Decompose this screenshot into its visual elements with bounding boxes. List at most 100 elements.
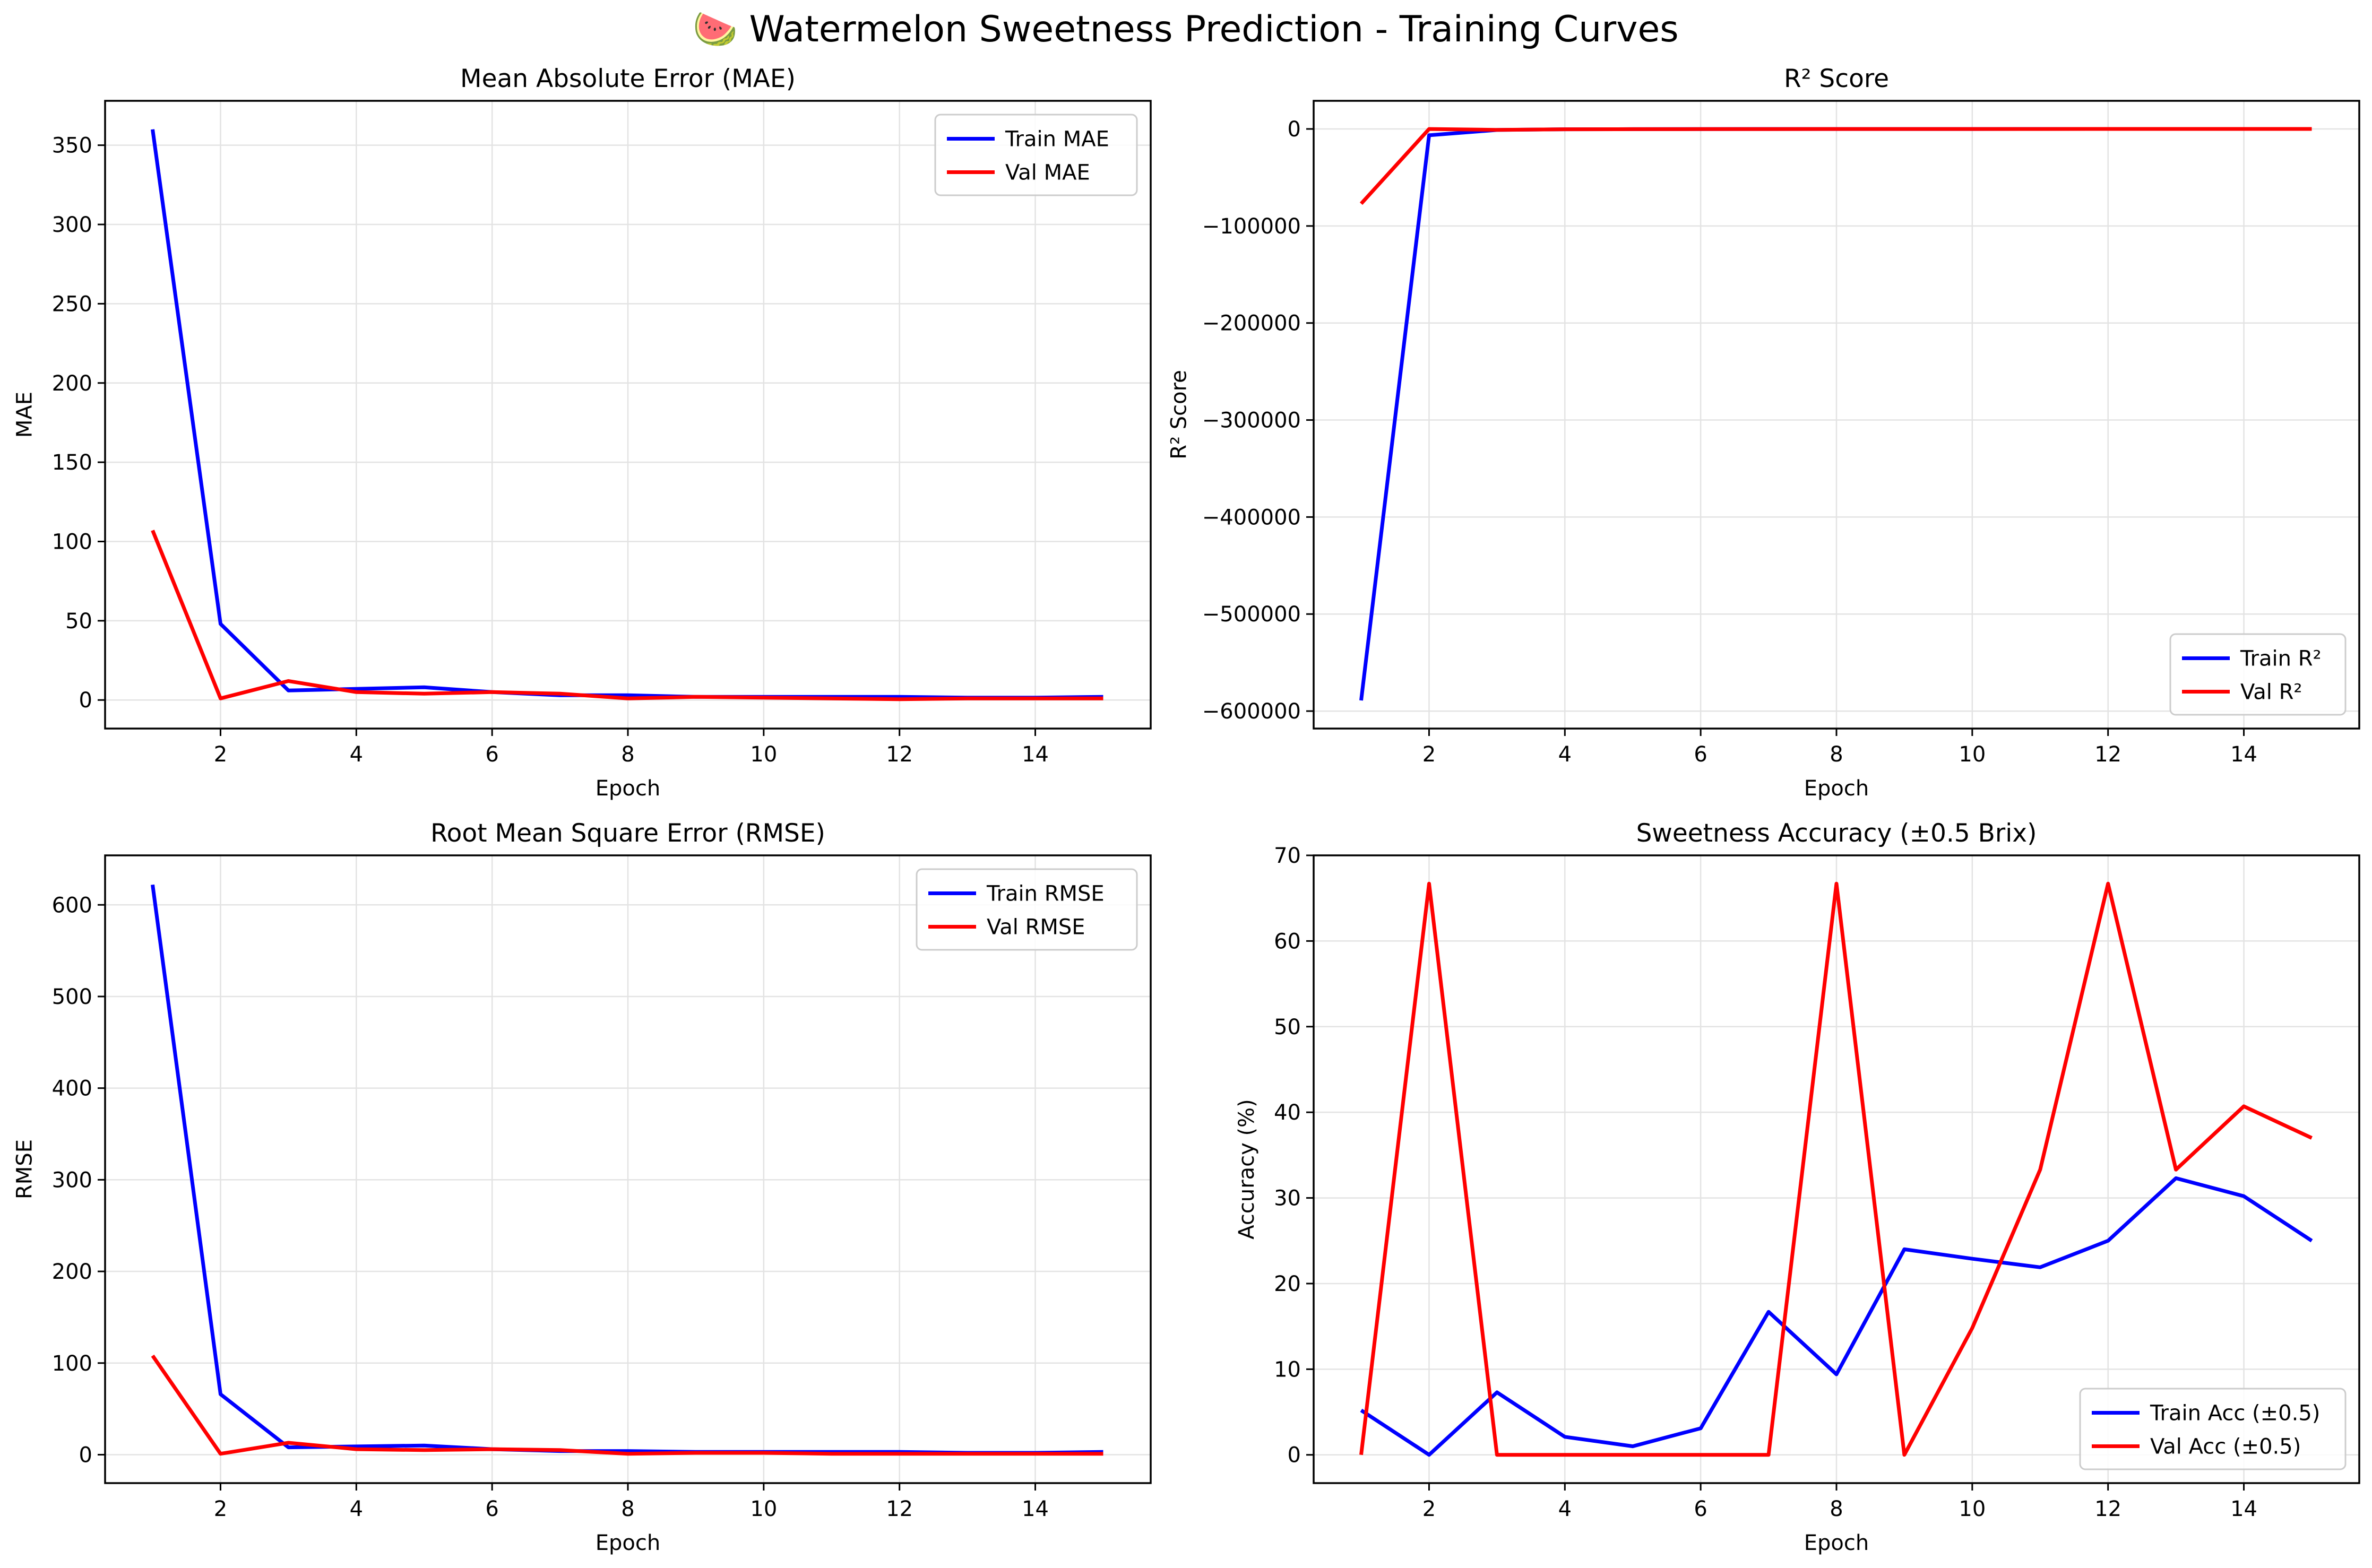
y-tick-label: 0 (1288, 117, 1301, 142)
y-tick-label: −100000 (1202, 214, 1301, 239)
x-tick-label: 10 (750, 1497, 777, 1521)
y-tick-label: 0 (79, 688, 92, 713)
y-tick-label: −300000 (1202, 409, 1301, 433)
y-tick-label: 400 (52, 1077, 92, 1101)
x-tick-label: 6 (1694, 742, 1707, 767)
y-tick-label: 200 (52, 371, 92, 396)
subplot-r-score: 2 4 6 8 10 12 14 −600000 −500000 −400000 −300000 −2… (1167, 64, 2360, 801)
x-tick-label: 12 (886, 1497, 913, 1521)
subplot-root-mean-square-error-rmse: 2 4 6 8 10 12 14 0 100 200 300 400 500 600 Root Mean S… (13, 819, 1152, 1555)
axes-frame (104, 100, 1152, 730)
y-tick-label: 500 (52, 985, 92, 1009)
x-tick-label: 12 (886, 742, 913, 767)
y-tick-label: 100 (52, 530, 92, 554)
y-axis-label: MAE (13, 392, 37, 438)
y-tick-label: 250 (52, 292, 92, 316)
y-tick-label: 30 (1274, 1186, 1301, 1211)
x-tick-label: 14 (1022, 1497, 1049, 1521)
x-tick-label: 4 (350, 742, 363, 767)
y-axis-label: RMSE (13, 1139, 37, 1199)
legend-box (2079, 1388, 2347, 1470)
x-tick-label: 2 (1422, 742, 1436, 767)
y-tick-label: −400000 (1202, 505, 1301, 530)
x-tick-label: 12 (2094, 742, 2121, 767)
x-axis-label: Epoch (596, 776, 660, 801)
legend-label: Train R² (2240, 647, 2322, 671)
y-tick-label: 300 (52, 1168, 92, 1192)
legend-label: Val R² (2240, 680, 2302, 705)
x-tick-label: 6 (485, 742, 498, 767)
subplot-title: R² Score (1784, 64, 1889, 93)
x-tick-label: 14 (1022, 742, 1049, 767)
series-line-val-mae (151, 530, 1103, 701)
legend: Train Acc (±0.5) Val Acc (±0.5) (2079, 1388, 2347, 1470)
legend-box (916, 868, 1138, 951)
axes-frame (104, 854, 1152, 1484)
y-tick-label: 100 (52, 1352, 92, 1376)
x-tick-label: 4 (1558, 1497, 1572, 1521)
series-line-val-rmse (151, 1354, 1103, 1456)
x-tick-label: 2 (1422, 1497, 1436, 1521)
y-tick-label: 70 (1274, 844, 1301, 868)
x-tick-label: 10 (750, 742, 777, 767)
x-tick-label: 14 (2230, 1497, 2257, 1521)
x-tick-label: 8 (621, 742, 634, 767)
legend-box (2169, 633, 2347, 716)
x-tick-label: 10 (1959, 742, 1986, 767)
legend: Train RMSE Val RMSE (916, 868, 1138, 951)
subplot-sweetness-accuracy-0-5-brix: 2 4 6 8 10 12 14 0 10 20 30 40 50 60 70 Sweetness Accur… (1235, 819, 2360, 1555)
x-tick-label: 12 (2094, 1497, 2121, 1521)
y-tick-label: −200000 (1202, 311, 1301, 336)
y-tick-label: 0 (1288, 1443, 1301, 1468)
y-tick-label: 300 (52, 213, 92, 237)
legend-label: Train Acc (±0.5) (2150, 1401, 2320, 1426)
figure-title: 🍉 Watermelon Sweetness Prediction - Trai… (693, 8, 1678, 50)
y-tick-label: 150 (52, 451, 92, 475)
x-tick-label: 4 (1558, 742, 1572, 767)
series-line-val-r (1359, 127, 2312, 205)
legend-label: Val Acc (±0.5) (2150, 1435, 2301, 1459)
subplot-mean-absolute-error-mae: 2 4 6 8 10 12 14 0 50 100 150 200 250 300 350 Mean Abso… (13, 64, 1152, 801)
legend-box (934, 114, 1138, 196)
x-tick-label: 8 (621, 1497, 634, 1521)
y-tick-label: 350 (52, 134, 92, 158)
subplot-title: Sweetness Accuracy (±0.5 Brix) (1636, 819, 2037, 848)
subplot-title: Mean Absolute Error (MAE) (460, 64, 796, 93)
x-tick-label: 2 (214, 1497, 227, 1521)
legend: Train R² Val R² (2169, 633, 2347, 716)
legend-label: Train MAE (1005, 127, 1109, 152)
y-tick-label: 50 (65, 609, 92, 634)
y-tick-label: 200 (52, 1260, 92, 1284)
y-tick-label: 50 (1274, 1015, 1301, 1039)
legend-label: Train RMSE (986, 882, 1105, 906)
series-line-train-acc-0-5 (1360, 1176, 2313, 1457)
x-tick-label: 8 (1830, 1497, 1843, 1521)
x-tick-label: 6 (485, 1497, 498, 1521)
legend-label: Val MAE (1005, 161, 1090, 185)
x-tick-label: 8 (1830, 742, 1843, 767)
y-tick-label: −600000 (1202, 699, 1301, 724)
y-tick-label: 0 (79, 1443, 92, 1467)
x-axis-label: Epoch (1804, 1531, 1869, 1555)
x-tick-label: 4 (350, 1497, 363, 1521)
y-tick-label: 20 (1274, 1272, 1301, 1296)
legend-label: Val RMSE (987, 915, 1085, 940)
axes-frame (1313, 854, 2360, 1484)
y-tick-label: −500000 (1202, 602, 1301, 627)
series-line-val-acc-0-5 (1359, 881, 2313, 1457)
y-tick-label: 40 (1274, 1101, 1301, 1125)
subplot-title: Root Mean Square Error (RMSE) (430, 819, 825, 848)
axes-frame (1313, 100, 2360, 730)
x-tick-label: 14 (2230, 742, 2257, 767)
x-axis-label: Epoch (1804, 776, 1869, 801)
y-axis-label: R² Score (1167, 370, 1192, 460)
x-tick-label: 6 (1694, 1497, 1707, 1521)
y-axis-label: Accuracy (%) (1235, 1099, 1259, 1240)
y-tick-label: 10 (1274, 1357, 1301, 1382)
x-tick-label: 10 (1959, 1497, 1986, 1521)
y-tick-label: 60 (1274, 929, 1301, 954)
x-tick-label: 2 (214, 742, 227, 767)
